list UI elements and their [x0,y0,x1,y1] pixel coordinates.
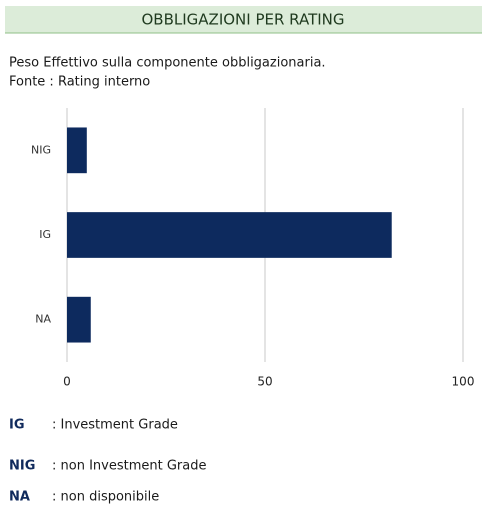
bar [67,296,91,343]
y-tick-label: IG [39,228,51,241]
note-text: : Investment Grade [52,418,178,433]
header-band [5,6,482,33]
note-text: : non disponibile [52,490,159,505]
x-tick-label: 0 [63,375,71,389]
note-abbr: NIG [9,459,35,474]
note-text: : non Investment Grade [52,459,206,474]
x-tick-label: 100 [452,375,475,389]
subtitle: Peso Effettivo sulla componente obbligaz… [9,56,326,71]
y-tick-label: NA [35,313,51,326]
bar [67,127,87,174]
chart-title: OBBLIGAZIONI PER RATING [141,11,344,29]
x-tick-label: 50 [257,375,272,389]
note-abbr: NA [9,490,30,505]
note-abbr: IG [9,418,25,433]
y-tick-label: NIG [31,143,51,156]
source: Fonte : Rating interno [9,75,150,90]
bar [67,212,392,258]
